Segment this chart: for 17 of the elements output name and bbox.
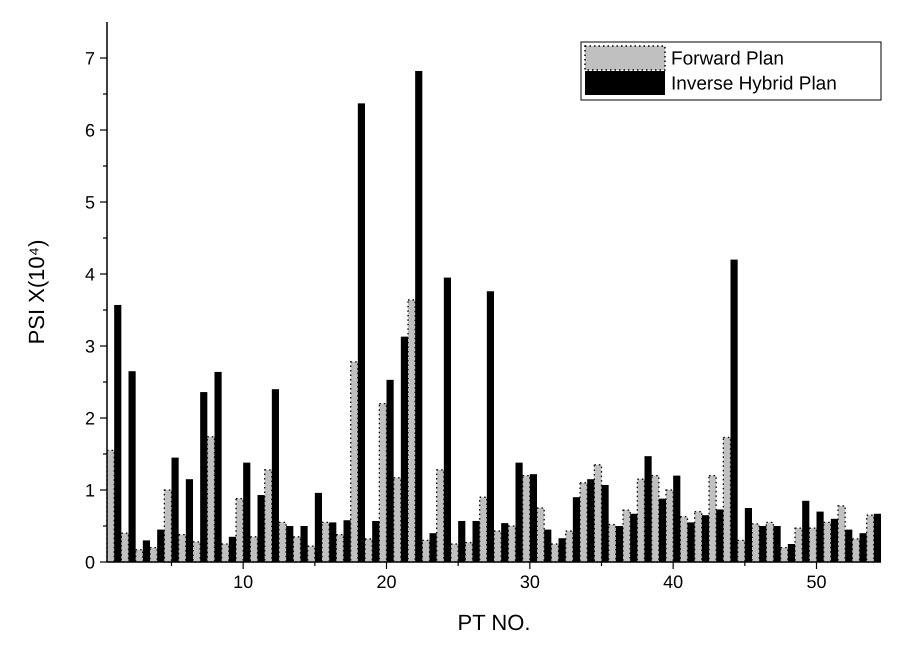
x-tick-label: 10 [233, 572, 254, 592]
y-axis-title: PSI X(10⁴) [24, 240, 49, 344]
y-tick-label: 0 [84, 552, 95, 572]
x-axis-title: PT NO. [458, 610, 530, 635]
y-tick-label: 6 [84, 120, 95, 140]
y-tick-label: 4 [84, 264, 95, 284]
x-tick-label: 50 [806, 572, 827, 592]
y-tick-label: 3 [84, 336, 95, 356]
x-tick-label: 30 [520, 572, 540, 592]
y-tick-label: 1 [84, 480, 95, 500]
y-tick-label: 2 [84, 408, 95, 428]
x-tick-label: 20 [376, 572, 397, 592]
legend-label: Inverse Hybrid Plan [671, 74, 837, 95]
x-tick-label: 40 [663, 572, 684, 592]
y-tick-label: 5 [84, 192, 95, 212]
legend-label: Forward Plan [671, 48, 784, 70]
y-tick-label: 7 [84, 48, 95, 68]
